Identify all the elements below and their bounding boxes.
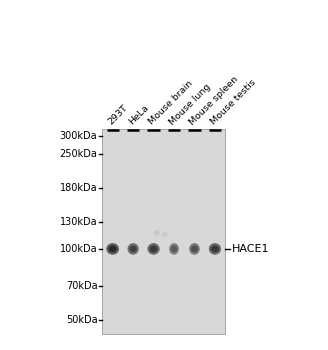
Ellipse shape <box>148 243 160 255</box>
Text: 293T: 293T <box>106 103 130 126</box>
Ellipse shape <box>189 243 200 255</box>
Text: Mouse brain: Mouse brain <box>147 79 195 126</box>
Text: 250kDa: 250kDa <box>59 149 97 159</box>
Text: HeLa: HeLa <box>127 103 150 126</box>
Ellipse shape <box>106 243 119 255</box>
Ellipse shape <box>162 232 168 237</box>
Text: 70kDa: 70kDa <box>66 281 97 291</box>
Ellipse shape <box>209 243 221 255</box>
Text: Mouse lung: Mouse lung <box>168 82 213 126</box>
Ellipse shape <box>154 230 160 236</box>
Ellipse shape <box>150 245 157 252</box>
Ellipse shape <box>171 245 177 252</box>
Text: 130kDa: 130kDa <box>60 217 97 227</box>
Text: Mouse spleen: Mouse spleen <box>188 74 240 126</box>
Ellipse shape <box>130 245 137 252</box>
Text: 300kDa: 300kDa <box>60 131 97 141</box>
Ellipse shape <box>211 245 219 252</box>
Text: Mouse testis: Mouse testis <box>209 78 257 126</box>
Ellipse shape <box>169 243 179 255</box>
Text: 100kDa: 100kDa <box>60 244 97 254</box>
Text: 180kDa: 180kDa <box>60 183 97 193</box>
Ellipse shape <box>109 245 117 252</box>
Ellipse shape <box>191 245 198 252</box>
Text: HACE1: HACE1 <box>232 244 269 254</box>
Text: 50kDa: 50kDa <box>66 315 97 326</box>
FancyBboxPatch shape <box>102 129 225 334</box>
Ellipse shape <box>128 243 139 255</box>
